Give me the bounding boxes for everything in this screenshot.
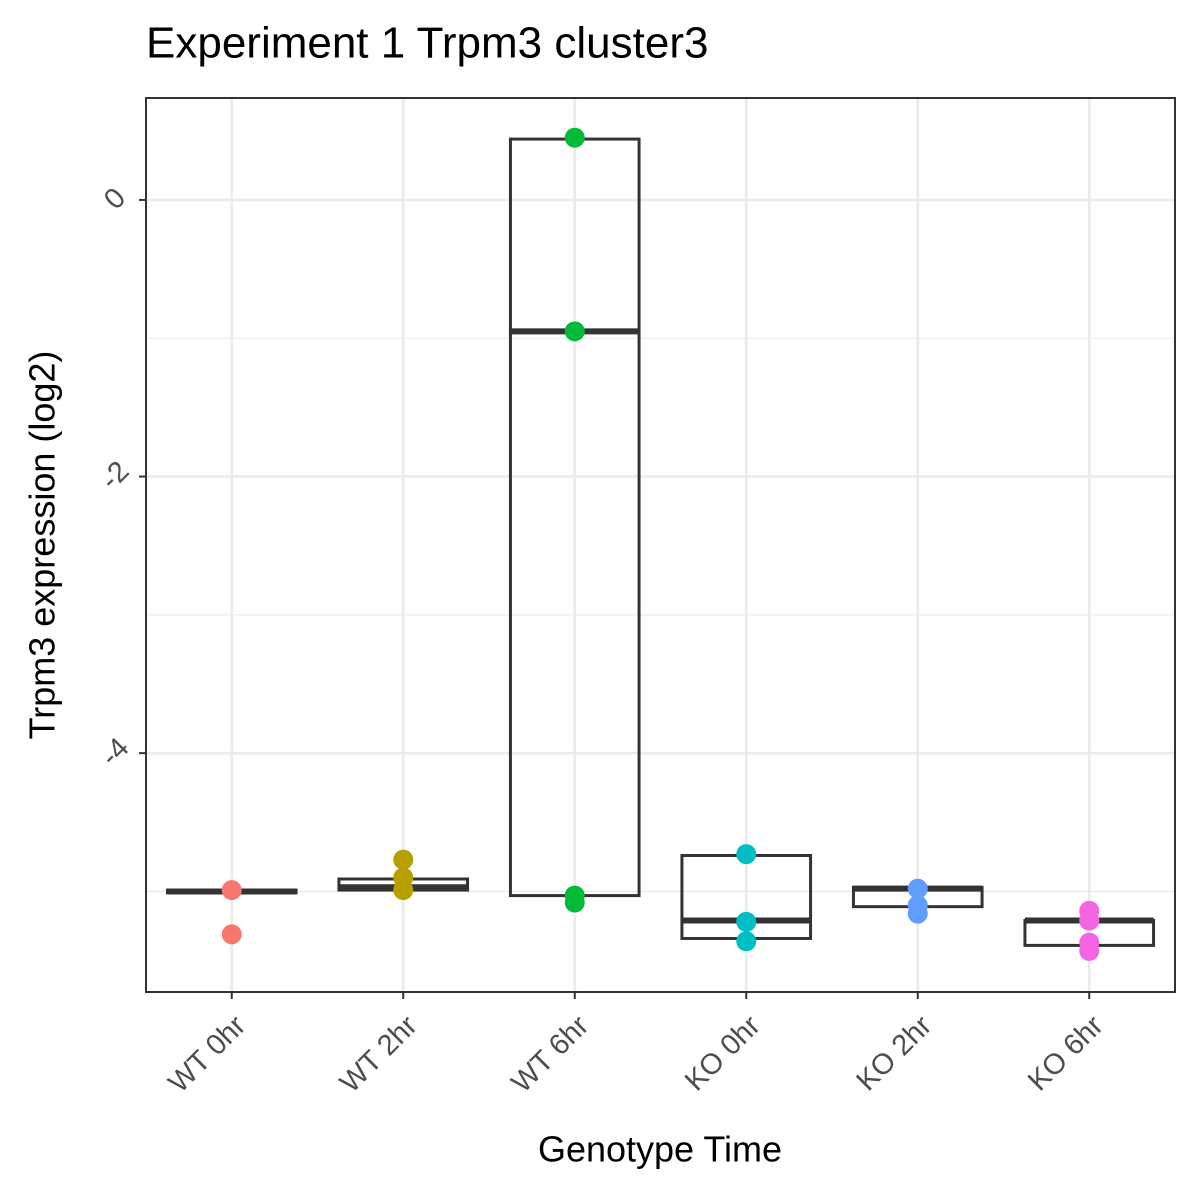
data-point: [736, 844, 757, 865]
data-point: [736, 931, 757, 952]
data-point: [564, 321, 585, 342]
chart-title: Experiment 1 Trpm3 cluster3: [146, 19, 708, 68]
panel-border: [145, 97, 1176, 993]
data-point: [1079, 910, 1100, 931]
data-point: [907, 903, 928, 924]
data-point: [736, 911, 757, 932]
y-axis-title: Trpm3 expression (log2): [22, 351, 63, 740]
data-point: [393, 849, 414, 870]
data-point: [1079, 940, 1100, 961]
data-point: [393, 880, 414, 901]
data-point: [221, 924, 242, 945]
data-point: [564, 892, 585, 913]
data-point: [221, 880, 242, 901]
data-point: [907, 878, 928, 899]
x-axis-title: Genotype Time: [538, 1129, 782, 1170]
data-point: [564, 127, 585, 148]
